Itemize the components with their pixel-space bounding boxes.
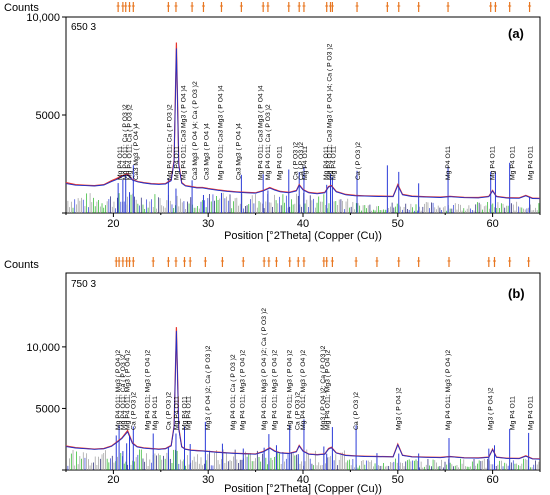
peak-label: Mg P4 O11; Mg3 ( P O4 )2	[272, 350, 279, 430]
peak-label: Mg P4 O11; Mg3 ( P O4 )2	[239, 350, 246, 430]
peak-label: Ca ( P O3 )2	[355, 142, 362, 180]
x-tick-label: 50	[392, 218, 404, 230]
peak-label: Ca3 Mg3 ( P O4 )4; Ca ( P O3 )2	[192, 81, 199, 180]
peak-label: Mg P4 O11	[182, 396, 189, 430]
panel-a-y-axis-label: Counts	[4, 2, 39, 14]
x-tick-label: 20	[107, 218, 119, 230]
y-tick-label: 5000	[36, 403, 60, 415]
panel-a-sample-label: 650 3	[71, 22, 96, 33]
x-tick-label: 20	[107, 474, 119, 486]
panel-b-letter: (b)	[508, 286, 525, 301]
x-tick-label: 60	[486, 218, 498, 230]
peak-label: Mg P4 O11; Mg3 ( P O4 )2	[300, 350, 307, 430]
x-tick-label: 40	[297, 218, 309, 230]
peak-label: Mg P4 O11; Ca3 Mg3 ( P O4 )4	[257, 85, 264, 180]
peak-label: Ca ( P O3 )2	[353, 392, 360, 430]
peak-label: Mg3 ( P O4 )2	[396, 387, 403, 430]
y-tick-label: 5000	[36, 110, 60, 122]
panel-a-plot-frame	[65, 16, 541, 214]
peak-label: Mg P4 O11; Ca ( P O3 )2	[122, 104, 129, 180]
peak-label: Mg P4 O11; Ca3 Mg3 ( P O4 )4; Ca ( P O3 …	[327, 43, 334, 180]
peak-label: Mg3 ( P O4 )2; Ca ( P O3 )2	[205, 345, 212, 430]
peak-label: Ca ( P O3 )2	[130, 392, 137, 430]
panel-b-reference-bars	[67, 419, 540, 470]
peak-label: Mg P4 O11	[528, 396, 535, 430]
peak-label: Mg P4 O11; Mg3 ( P O4 )2	[445, 350, 452, 430]
panel-a-x-axis-label: Position [°2Theta] (Copper (Cu))	[224, 230, 382, 242]
panel-b-peak-labels: Mg P4 O11; Mg3 ( P O4 )2Mg P4 O11; Ca ( …	[115, 308, 534, 430]
x-tick-label: 50	[392, 474, 404, 486]
peak-label: Mg P4 O11; Ca ( P O3 )2	[230, 354, 237, 430]
peak-label: Mg P4 O11	[528, 146, 535, 180]
peak-label: Mg P4 O11	[173, 396, 180, 430]
panel-a-letter: (a)	[508, 26, 524, 41]
peak-label: Mg P4 O11; Mg3 ( P O4 )2	[287, 350, 294, 430]
peak-label: Mg3 ( P O4 )2; Ca ( P O3 )2	[320, 345, 327, 430]
peak-label: Mg3 ( P O4 )2	[488, 387, 495, 430]
peak-label: Ca ( P O3 )2	[298, 142, 305, 180]
peak-label: Mg P4 O11	[330, 146, 337, 180]
peak-label: Mg P4 O11; Ca ( P O3 )2	[166, 104, 173, 180]
peak-label: Mg P4 O11	[185, 396, 192, 430]
peak-label: Mg P4 O11	[445, 146, 452, 180]
peak-label: Mg P4 O11; Ca ( P O3 )2	[127, 104, 134, 180]
peak-label: Mg P4 O11; Mg3 ( P O4 )2; Ca ( P O3 )2	[261, 308, 268, 430]
peak-label: Mg P4 O11; Ca3 Mg3 ( P O4 )4	[181, 85, 188, 180]
panel-a-x-ticks: 20 30 40 50 60	[65, 213, 541, 230]
peak-label: Mg P4 O11	[510, 146, 517, 180]
peak-label: Mg P4 O11	[173, 146, 180, 180]
calculated-series-line	[65, 330, 541, 460]
panel-b-y-ticks: 5000 10,000	[26, 342, 66, 471]
peak-label: Mg P4 O11	[302, 146, 309, 180]
peak-label: Ca3 Mg3 ( P O4 )4	[133, 123, 140, 180]
calculated-series-line	[65, 48, 541, 200]
panel-b-pattern-ticks	[114, 257, 531, 267]
panel-b: Counts Mg P4 O11; Mg3 ( P O4 )2Mg P4 O11…	[4, 255, 541, 495]
peak-label: Mg P4 O11; Mg3 ( P O4 )2	[145, 350, 152, 430]
peak-label: Mg P4 O11	[276, 146, 283, 180]
x-tick-label: 30	[202, 474, 214, 486]
peak-label: Ca ( P O3 )2	[292, 142, 299, 180]
peak-label: Mg P4 O11	[152, 396, 159, 430]
panel-b-x-axis-label: Position [°2Theta] (Copper (Cu))	[224, 483, 382, 495]
panel-a-series	[65, 42, 541, 200]
peak-label: Ca3 Mg3 ( P O4 )4	[203, 123, 210, 180]
peak-label: Mg P4 O11	[117, 146, 124, 180]
panel-b-x-ticks: 20 30 40 50 60	[65, 470, 541, 486]
peak-label: Mg P4 O11; Ca3 Mg3 ( P O4 )4	[218, 85, 225, 180]
x-tick-label: 30	[202, 218, 214, 230]
y-tick-label: 10,000	[26, 12, 60, 24]
x-tick-label: 40	[297, 474, 309, 486]
peak-label: Mg P4 O11; Mg3 ( P O4 )2	[325, 350, 332, 430]
peak-label: Mg P4 O11; Mg3 ( P O4 )2	[115, 350, 122, 430]
panel-a-pattern-ticks	[116, 2, 532, 12]
peak-label: Mg P4 O11; Mg3 ( P O4 )2	[125, 350, 132, 430]
peak-label: Mg P4 O11; Ca ( P O3 )2	[265, 104, 272, 180]
peak-label: Ca ( P O3 )2	[165, 392, 172, 430]
peak-label: Ca ( P O3 )2	[294, 392, 301, 430]
panel-b-y-axis-label: Counts	[4, 259, 39, 271]
x-tick-label: 60	[486, 474, 498, 486]
peak-label: Mg P4 O11	[510, 396, 517, 430]
peak-label: Mg P4 O11	[490, 146, 497, 180]
panel-b-sample-label: 750 3	[71, 279, 96, 290]
panel-a-reference-bars	[67, 162, 540, 213]
panel-b-series	[65, 327, 541, 460]
peak-label: Mg P4 O11; Ca ( P O3 )2	[120, 354, 127, 430]
panel-a-y-ticks: 5000 10,000	[26, 12, 66, 214]
peak-label: Ca3 Mg3 ( P O4 )4	[236, 123, 243, 180]
y-tick-label: 10,000	[26, 342, 60, 354]
peak-label: Mg P4 O11	[323, 146, 330, 180]
